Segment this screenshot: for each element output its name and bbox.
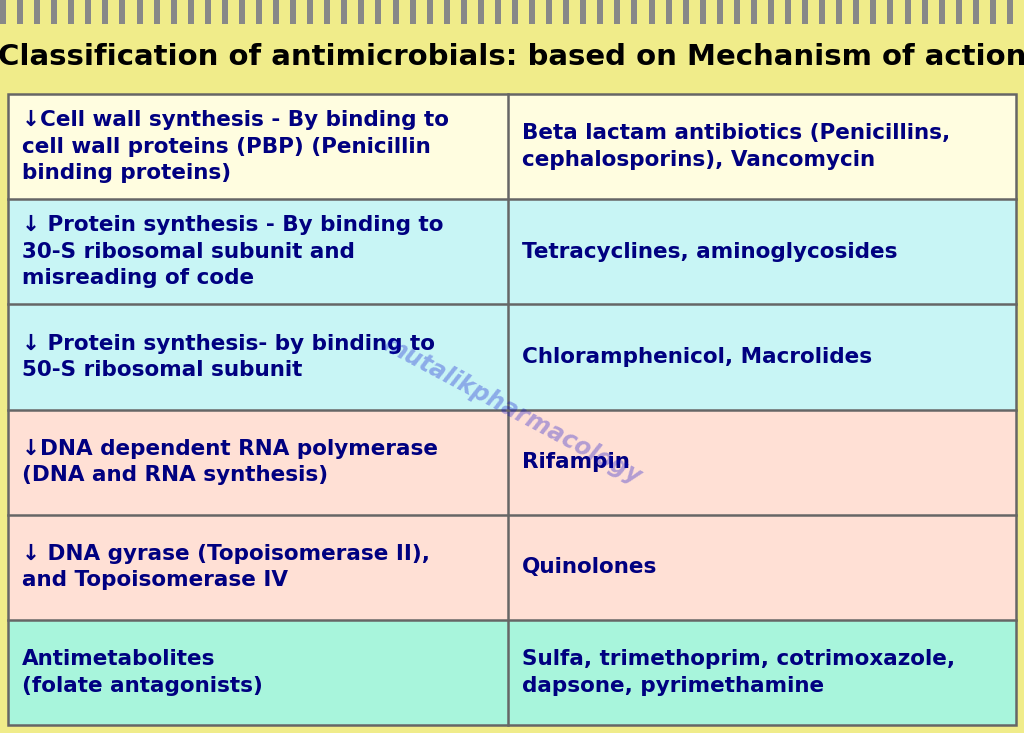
Bar xyxy=(0,24,1024,90)
Bar xyxy=(802,0,808,24)
Bar xyxy=(1007,0,1013,24)
Bar xyxy=(819,0,825,24)
Bar xyxy=(273,0,279,24)
Bar xyxy=(478,0,484,24)
Bar xyxy=(508,515,1016,620)
Text: ↓ Protein synthesis- by binding to
50-S ribosomal subunit: ↓ Protein synthesis- by binding to 50-S … xyxy=(22,334,435,380)
Bar xyxy=(785,0,791,24)
Bar xyxy=(239,0,245,24)
Bar xyxy=(508,199,1016,304)
Bar xyxy=(870,0,877,24)
Bar xyxy=(290,0,296,24)
Bar xyxy=(256,0,262,24)
Bar xyxy=(427,0,433,24)
Bar xyxy=(51,0,57,24)
Bar xyxy=(376,0,381,24)
Text: Quinolones: Quinolones xyxy=(522,557,657,578)
Bar xyxy=(307,0,313,24)
Text: ↓Cell wall synthesis - By binding to
cell wall proteins (PBP) (Penicillin
bindin: ↓Cell wall synthesis - By binding to cel… xyxy=(22,110,449,183)
Bar xyxy=(154,0,160,24)
Bar xyxy=(136,0,142,24)
Bar xyxy=(222,0,227,24)
Text: Antimetabolites
(folate antagonists): Antimetabolites (folate antagonists) xyxy=(22,649,263,696)
Bar xyxy=(69,0,74,24)
Text: ↓ Protein synthesis - By binding to
30-S ribosomal subunit and
misreading of cod: ↓ Protein synthesis - By binding to 30-S… xyxy=(22,216,443,288)
Bar xyxy=(563,0,569,24)
Bar xyxy=(508,304,1016,410)
Bar xyxy=(120,0,125,24)
Text: mutalikpharmacology: mutalikpharmacology xyxy=(379,332,645,489)
Bar xyxy=(597,0,603,24)
Bar xyxy=(955,0,962,24)
Bar xyxy=(8,304,508,410)
Bar xyxy=(990,0,995,24)
Bar xyxy=(461,0,467,24)
Bar xyxy=(904,0,910,24)
Bar xyxy=(853,0,859,24)
Bar xyxy=(325,0,330,24)
Text: Rifampin: Rifampin xyxy=(522,452,630,472)
Bar xyxy=(683,0,688,24)
Bar xyxy=(939,0,944,24)
Bar xyxy=(102,0,109,24)
Bar xyxy=(410,0,416,24)
Bar xyxy=(717,0,723,24)
Text: ↓ DNA gyrase (Topoisomerase II),
and Topoisomerase IV: ↓ DNA gyrase (Topoisomerase II), and Top… xyxy=(22,544,430,591)
Bar xyxy=(8,199,508,304)
Bar xyxy=(648,0,654,24)
Bar xyxy=(922,0,928,24)
Text: Chloramphenicol, Macrolides: Chloramphenicol, Macrolides xyxy=(522,347,872,367)
Bar xyxy=(205,0,211,24)
Bar xyxy=(768,0,774,24)
Bar xyxy=(614,0,621,24)
Bar xyxy=(443,0,450,24)
Bar xyxy=(581,0,586,24)
Bar xyxy=(666,0,672,24)
Bar xyxy=(546,0,552,24)
Bar xyxy=(888,0,893,24)
Bar xyxy=(0,0,6,24)
Bar xyxy=(8,410,508,515)
Bar xyxy=(8,620,508,725)
Bar xyxy=(508,620,1016,725)
Bar xyxy=(508,410,1016,515)
Bar xyxy=(734,0,739,24)
Bar xyxy=(8,94,508,199)
Bar xyxy=(85,0,91,24)
Text: ↓DNA dependent RNA polymerase
(DNA and RNA synthesis): ↓DNA dependent RNA polymerase (DNA and R… xyxy=(22,439,438,485)
Text: Sulfa, trimethoprim, cotrimoxazole,
dapsone, pyrimethamine: Sulfa, trimethoprim, cotrimoxazole, daps… xyxy=(522,649,955,696)
Bar xyxy=(8,515,508,620)
Bar xyxy=(358,0,365,24)
Text: Beta lactam antibiotics (Penicillins,
cephalosporins), Vancomycin: Beta lactam antibiotics (Penicillins, ce… xyxy=(522,123,950,170)
Bar xyxy=(699,0,706,24)
Bar xyxy=(837,0,842,24)
Bar xyxy=(17,0,23,24)
Bar xyxy=(187,0,194,24)
Text: Tetracyclines, aminoglycosides: Tetracyclines, aminoglycosides xyxy=(522,242,897,262)
Bar xyxy=(34,0,40,24)
Bar xyxy=(632,0,637,24)
Bar xyxy=(751,0,757,24)
Bar xyxy=(508,94,1016,199)
Bar xyxy=(392,0,398,24)
Bar xyxy=(341,0,347,24)
Bar xyxy=(495,0,501,24)
Text: Classification of antimicrobials: based on Mechanism of action: Classification of antimicrobials: based … xyxy=(0,43,1024,71)
Bar xyxy=(171,0,176,24)
Bar xyxy=(8,94,1016,725)
Bar xyxy=(512,0,518,24)
Bar xyxy=(973,0,979,24)
Bar xyxy=(529,0,535,24)
